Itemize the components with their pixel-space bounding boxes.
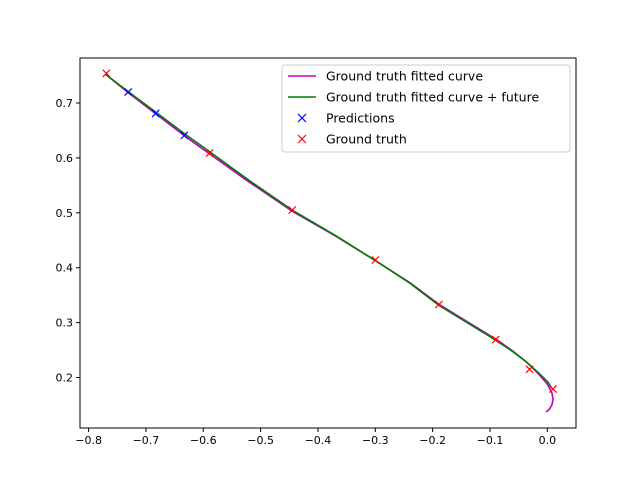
legend-box xyxy=(281,64,571,153)
x-tick-label: −0.4 xyxy=(305,434,332,447)
x-tick-label: −0.8 xyxy=(75,434,102,447)
x-tick-label: −0.1 xyxy=(477,434,504,447)
data-point xyxy=(205,148,214,157)
data-point xyxy=(124,88,133,97)
data-point xyxy=(288,206,297,215)
data-point xyxy=(371,255,380,265)
legend-label-fitted-curve-future: Ground truth fitted curve + future xyxy=(326,90,539,105)
y-tick-label: 0.5 xyxy=(56,207,74,220)
y-tick-label: 0.6 xyxy=(56,152,74,165)
legend-swatch-predictions xyxy=(297,113,307,123)
data-point xyxy=(491,335,500,344)
data-point xyxy=(151,109,160,118)
marker-layer xyxy=(102,69,558,394)
legend-label-ground-truth: Ground truth xyxy=(326,132,407,147)
x-tick-label: 0.0 xyxy=(539,434,557,447)
series-layer xyxy=(105,73,554,413)
y-tick-label: 0.2 xyxy=(56,371,74,384)
y-tick-label: 0.4 xyxy=(56,262,74,275)
y-tick-label: 0.3 xyxy=(56,317,74,330)
plot-frame xyxy=(79,57,577,429)
data-point xyxy=(525,365,534,374)
x-tick-label: −0.3 xyxy=(362,434,389,447)
legend: Ground truth fitted curve Ground truth f… xyxy=(281,64,571,153)
x-axis: −0.8 −0.7 −0.6 −0.5 −0.4 −0.3 −0.2 −0.1 0.0 xyxy=(75,428,556,447)
x-tick-label: −0.2 xyxy=(419,434,446,447)
y-tick-label: 0.7 xyxy=(56,97,74,110)
data-point xyxy=(549,384,558,394)
y-axis: 0.2 0.3 0.4 0.5 0.6 0.7 xyxy=(56,97,80,384)
legend-label-fitted-curve: Ground truth fitted curve xyxy=(326,69,483,84)
series-line xyxy=(105,73,554,413)
data-point xyxy=(434,300,443,309)
data-point xyxy=(102,69,111,78)
data-point xyxy=(180,131,189,140)
x-tick-label: −0.7 xyxy=(133,434,160,447)
legend-swatch-ground-truth xyxy=(297,134,307,144)
series-line xyxy=(105,73,553,389)
legend-label-predictions: Predictions xyxy=(326,111,395,126)
x-tick-label: −0.5 xyxy=(247,434,274,447)
x-tick-label: −0.6 xyxy=(190,434,217,447)
